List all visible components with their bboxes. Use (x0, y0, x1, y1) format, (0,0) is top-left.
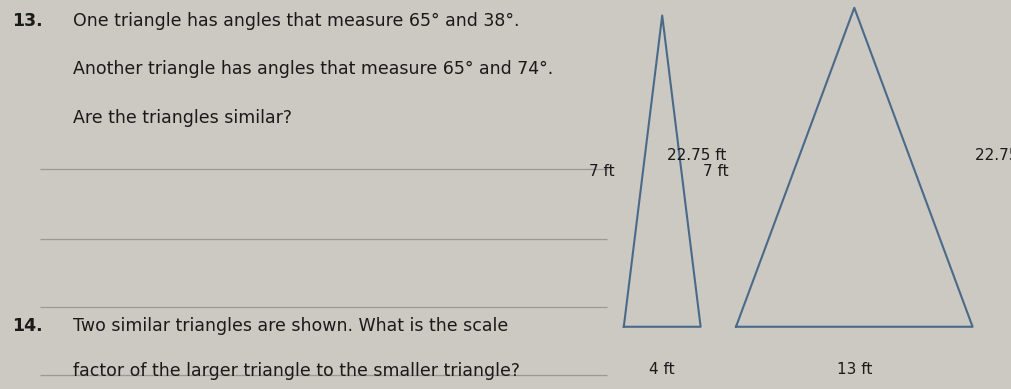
Text: 7 ft: 7 ft (703, 164, 728, 179)
Text: One triangle has angles that measure 65° and 38°.: One triangle has angles that measure 65°… (73, 12, 520, 30)
Text: 7 ft: 7 ft (589, 164, 615, 179)
Text: 14.: 14. (12, 317, 42, 335)
Text: 13.: 13. (12, 12, 42, 30)
Text: 22.75 ft: 22.75 ft (975, 148, 1011, 163)
Text: factor of the larger triangle to the smaller triangle?: factor of the larger triangle to the sma… (73, 362, 520, 380)
Text: Two similar triangles are shown. What is the scale: Two similar triangles are shown. What is… (73, 317, 509, 335)
Text: 4 ft: 4 ft (649, 362, 675, 377)
Text: Another triangle has angles that measure 65° and 74°.: Another triangle has angles that measure… (73, 60, 553, 78)
Text: 22.75 ft: 22.75 ft (666, 148, 726, 163)
Text: Are the triangles similar?: Are the triangles similar? (73, 109, 292, 127)
Text: 13 ft: 13 ft (837, 362, 871, 377)
